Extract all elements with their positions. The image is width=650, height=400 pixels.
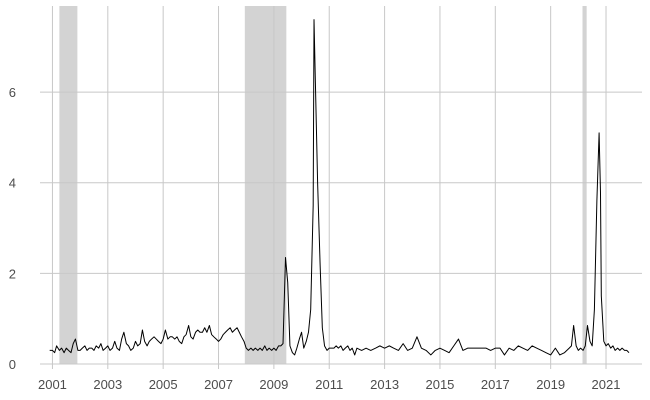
shaded-period-3 (582, 6, 587, 364)
gridlines (40, 6, 642, 369)
shaded-period-1 (59, 6, 78, 364)
x-tick-label: 2011 (315, 377, 343, 392)
x-axis-labels: 2001 2003 2005 2007 2009 2011 2013 2015 2017 2019… (38, 377, 620, 392)
x-tick-label: 2015 (425, 377, 454, 392)
x-tick-label: 2007 (204, 377, 233, 392)
x-tick-label: 2009 (259, 377, 288, 392)
series-layer (49, 19, 630, 356)
shaded-period-2 (244, 6, 287, 364)
x-tick-label: 2019 (536, 377, 565, 392)
x-tick-label: 2003 (93, 377, 122, 392)
y-tick-label: 0 (9, 357, 16, 372)
y-tick-label: 6 (9, 85, 16, 100)
y-tick-label: 2 (9, 266, 16, 281)
recession-shading (59, 6, 587, 364)
series-line-1 (49, 19, 630, 356)
x-tick-label: 2001 (38, 377, 67, 392)
y-tick-label: 4 (9, 176, 16, 191)
x-tick-label: 2005 (149, 377, 178, 392)
x-tick-label: 2013 (370, 377, 399, 392)
x-tick-label: 2021 (592, 377, 621, 392)
y-axis-labels: 0 2 4 6 (9, 85, 16, 372)
x-tick-label: 2017 (481, 377, 510, 392)
